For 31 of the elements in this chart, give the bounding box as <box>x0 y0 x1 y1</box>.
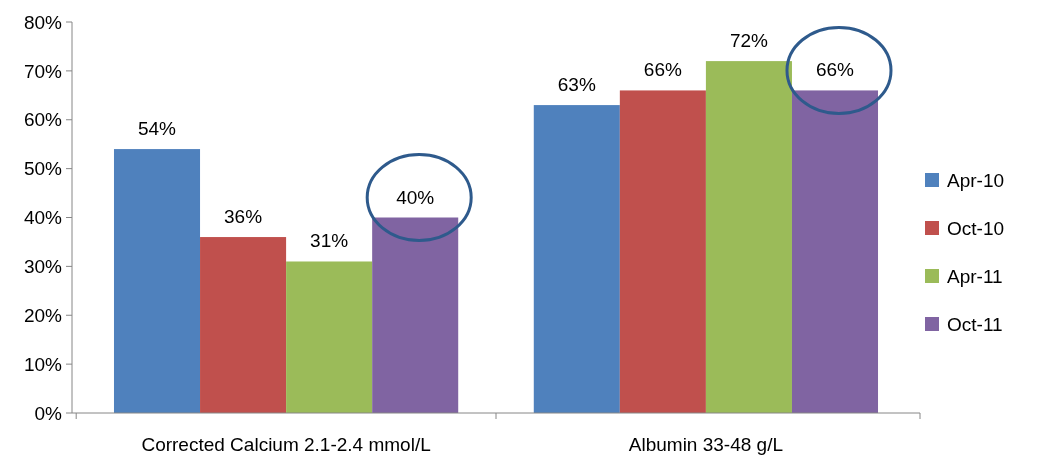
legend-label: Oct-11 <box>947 313 1003 335</box>
y-tick-label: 20% <box>23 304 63 326</box>
x-tick-label: Corrected Calcium 2.1-2.4 mmol/L <box>141 434 431 455</box>
bar <box>286 261 373 413</box>
legend-label: Apr-10 <box>947 169 1005 191</box>
data-label: 36% <box>224 206 263 228</box>
data-label: 72% <box>729 30 769 52</box>
data-label: 66% <box>815 59 855 81</box>
bar <box>791 90 879 413</box>
y-tick-label: 10% <box>23 353 63 375</box>
y-tick-label: 0% <box>34 402 63 424</box>
bar <box>200 237 287 413</box>
data-label: 40% <box>396 186 435 208</box>
y-tick-label: 70% <box>23 60 63 82</box>
data-label: 54% <box>137 118 177 140</box>
y-tick-label: 40% <box>23 207 63 229</box>
bar <box>372 217 459 413</box>
x-tick-label: Albumin 33-48 g/L <box>628 434 784 455</box>
bar <box>705 61 792 413</box>
bar <box>113 149 201 413</box>
bar <box>533 105 620 413</box>
y-tick-label: 30% <box>23 256 63 278</box>
y-tick-label: 60% <box>23 109 63 131</box>
y-tick-label: 50% <box>23 158 63 180</box>
y-tick-label: 80% <box>23 11 63 33</box>
data-label: 63% <box>557 74 596 96</box>
legend-label: Apr-11 <box>947 265 1003 287</box>
bar <box>619 90 706 413</box>
data-label: 31% <box>310 230 349 252</box>
legend-label: Oct-10 <box>947 217 1005 239</box>
data-label: 66% <box>643 59 682 81</box>
